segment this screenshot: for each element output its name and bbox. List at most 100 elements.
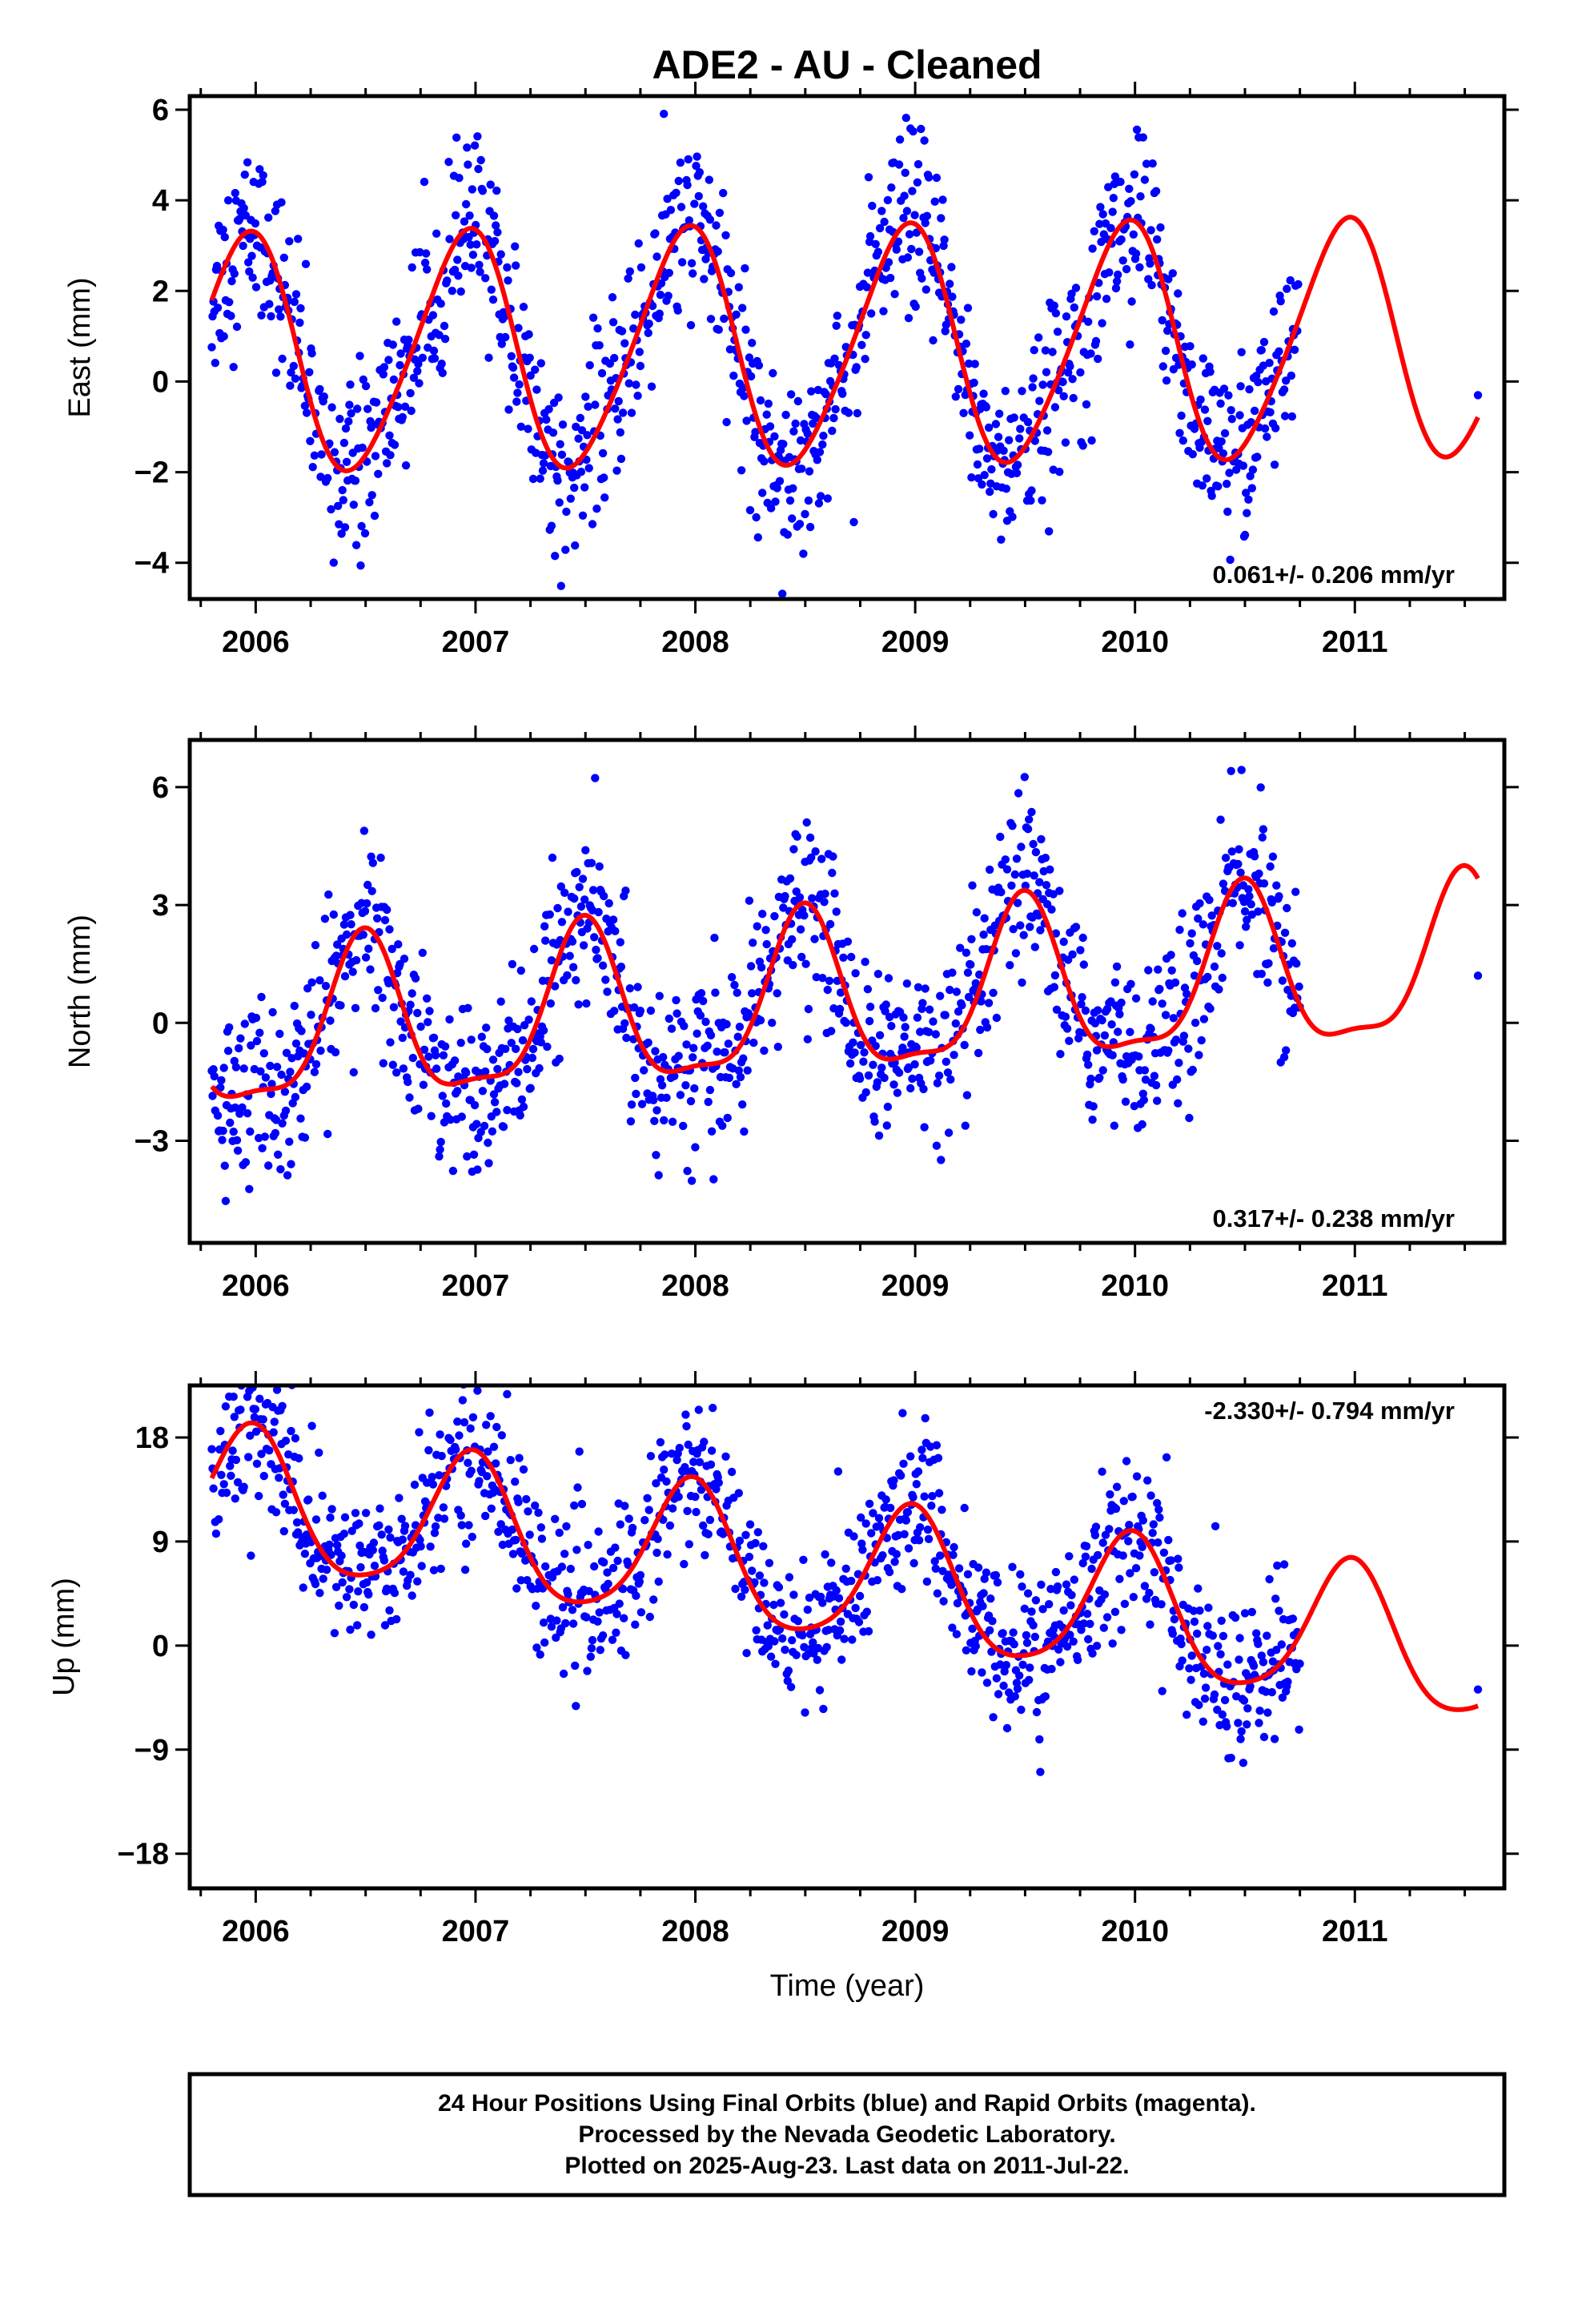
east-rate-label: 0.061+/- 0.206 mm/yr: [1213, 561, 1455, 589]
data-point: [1187, 360, 1196, 369]
data-point: [302, 408, 311, 417]
data-point: [770, 1637, 779, 1646]
data-point: [540, 1638, 549, 1647]
data-point: [920, 136, 929, 145]
data-point: [508, 1550, 518, 1558]
data-point: [417, 1562, 426, 1570]
data-point: [647, 382, 656, 391]
data-point: [1010, 1692, 1020, 1701]
data-point: [338, 485, 347, 495]
data-point: [1175, 428, 1184, 437]
data-point: [881, 1495, 890, 1504]
data-point: [251, 1013, 261, 1023]
data-point: [748, 339, 757, 348]
data-point: [916, 1027, 925, 1036]
data-point: [483, 1044, 492, 1054]
data-point: [1245, 892, 1254, 901]
data-point: [951, 392, 961, 401]
data-point: [1260, 424, 1270, 433]
data-point: [448, 287, 456, 296]
data-point: [286, 381, 295, 390]
data-point: [612, 1610, 621, 1618]
data-point: [445, 235, 454, 243]
data-point: [394, 940, 403, 949]
data-point: [1006, 961, 1014, 970]
data-point: [546, 999, 555, 1008]
data-point: [845, 1059, 855, 1068]
data-point: [536, 1650, 544, 1659]
data-point: [1240, 907, 1250, 916]
data-point: [1177, 411, 1186, 420]
data-point: [706, 1031, 716, 1040]
data-point: [555, 1528, 564, 1538]
data-point: [1110, 978, 1120, 987]
data-point: [357, 521, 366, 531]
data-point: [211, 359, 219, 368]
data-point: [329, 558, 338, 567]
data-point: [1073, 1655, 1082, 1664]
data-point: [333, 940, 342, 949]
data-point: [1265, 1574, 1274, 1584]
data-point: [473, 132, 482, 141]
data-point: [948, 292, 957, 301]
data-point: [586, 1652, 595, 1661]
data-point: [603, 987, 612, 996]
data-point: [1174, 1059, 1183, 1068]
data-point: [410, 1480, 420, 1490]
data-point: [624, 1514, 633, 1523]
data-point: [515, 380, 524, 389]
data-point: [911, 302, 920, 312]
data-point: [265, 300, 274, 308]
data-point: [893, 1088, 902, 1097]
data-point: [1059, 1606, 1068, 1615]
data-point: [1263, 1631, 1271, 1640]
data-point: [1078, 1558, 1087, 1568]
data-point: [920, 1123, 929, 1132]
data-point: [801, 1708, 809, 1717]
data-point: [683, 1506, 692, 1516]
data-point: [566, 494, 575, 503]
data-point: [1236, 382, 1245, 391]
data-point: [881, 1007, 889, 1015]
y-tick-label: 0: [152, 365, 169, 399]
data-point: [1012, 854, 1022, 863]
footer-box: 24 Hour Positions Using Final Orbits (bl…: [187, 2072, 1507, 2197]
data-point: [564, 1590, 572, 1599]
data-point: [966, 960, 975, 969]
data-point: [1197, 1035, 1206, 1045]
data-point: [386, 1533, 395, 1542]
data-point: [873, 247, 883, 256]
data-point: [1146, 1620, 1154, 1629]
data-point: [1177, 1639, 1186, 1649]
data-point: [1287, 371, 1296, 380]
data-point: [1204, 1603, 1213, 1612]
data-point: [405, 1093, 414, 1102]
data-point: [1283, 284, 1291, 293]
data-point: [1136, 192, 1145, 201]
data-point: [749, 939, 757, 947]
data-point: [470, 141, 480, 150]
data-point: [1158, 1687, 1166, 1695]
data-point: [613, 1556, 622, 1566]
data-point: [910, 211, 919, 219]
data-point: [765, 1558, 774, 1568]
data-point: [259, 171, 267, 180]
data-point: [991, 1570, 1001, 1580]
data-point: [1077, 999, 1086, 1009]
data-point: [436, 1564, 445, 1574]
data-point: [883, 1102, 893, 1112]
data-point: [654, 1171, 663, 1180]
data-point: [1094, 1550, 1102, 1560]
data-point: [672, 188, 681, 197]
data-point: [1114, 1027, 1122, 1036]
data-point: [239, 203, 248, 213]
data-point: [1210, 1690, 1219, 1699]
data-point: [829, 413, 838, 423]
data-point: [307, 1421, 316, 1430]
data-point: [1053, 1582, 1062, 1591]
data-point: [1019, 931, 1028, 939]
data-point: [398, 1033, 407, 1043]
data-point: [689, 1458, 698, 1466]
data-point: [560, 888, 569, 898]
